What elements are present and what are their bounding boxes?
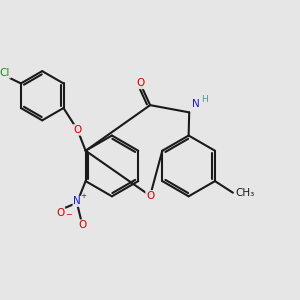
Text: O: O (137, 78, 145, 88)
Text: N: N (191, 100, 199, 110)
Text: O: O (79, 220, 87, 230)
Text: Cl: Cl (0, 68, 10, 78)
Text: H: H (201, 95, 208, 104)
Text: −: − (65, 210, 72, 219)
Text: O: O (56, 208, 64, 218)
Text: O: O (146, 191, 154, 201)
Text: O: O (74, 125, 82, 135)
Text: +: + (80, 194, 86, 200)
Text: N: N (73, 196, 81, 206)
Text: CH₃: CH₃ (236, 188, 255, 198)
